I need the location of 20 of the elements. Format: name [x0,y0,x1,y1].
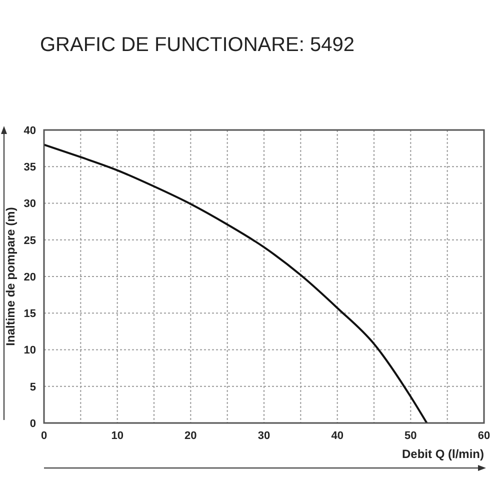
y-tick-label: 40 [24,124,36,137]
line-series [44,144,428,423]
y-tick-label: 0 [30,418,36,430]
chart-title: GRAFIC DE FUNCTIONARE: 5492 [40,34,355,57]
y-tick-label: 10 [24,344,36,357]
x-tick-label: 50 [404,430,417,442]
y-tick-label: 35 [24,162,36,174]
x-tick-label: 60 [478,430,490,442]
y-tick-label: 30 [24,198,36,210]
y-tick-label: 20 [24,271,36,284]
x-axis-title: Debit Q (l/min) [402,447,484,461]
y-tick-label: 25 [24,234,36,247]
x-tick-label: 10 [111,430,124,442]
y-tick-label: 15 [24,308,36,320]
y-axis-title: Inaltime de pompare (m) [3,207,18,346]
x-tick-label: 30 [258,430,270,442]
x-tick-label: 40 [331,430,344,442]
y-tick-label: 5 [30,381,36,394]
x-tick-label: 0 [40,430,48,442]
x-tick-label: 20 [184,430,197,442]
